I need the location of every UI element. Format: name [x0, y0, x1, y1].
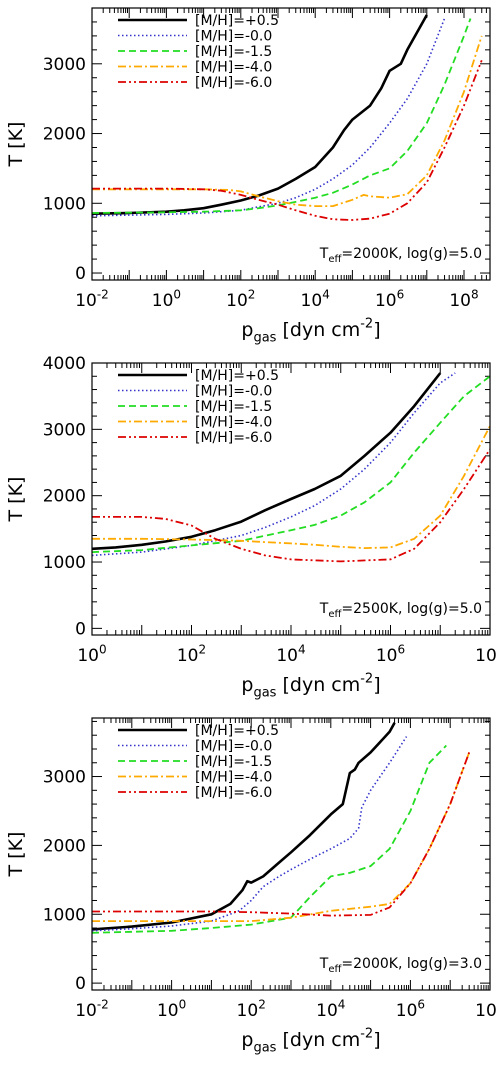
panel-1: 10-2​ 100​ 102​ 104​ 106​ 108​ 0 1000 2000 3000 [M…: [5, 7, 491, 346]
y-tick-label: 1000: [43, 905, 86, 925]
series-line-4: [92, 35, 483, 207]
legend-label: [M/H]=+0.5: [195, 368, 279, 384]
x-tick-label: 10: [475, 646, 497, 666]
y-axis-label: T [K]: [5, 122, 27, 168]
x-tick-label: 106​: [396, 997, 425, 1021]
y-tick-label: 2000: [43, 836, 86, 856]
x-axis-label: pgas​ [dyn cm-2​]: [241, 1026, 380, 1055]
y-tick-label: 0: [75, 974, 86, 994]
x-tick-label: 108​: [449, 287, 478, 311]
series-line-3: [92, 18, 472, 214]
x-axis-label: pgas​ [dyn cm-2​]: [241, 671, 380, 700]
plot-frame: [91, 362, 491, 636]
legend-label: [M/H]=-1.5: [195, 754, 272, 770]
legend-label: [M/H]=+0.5: [195, 723, 279, 739]
annotation: Teff​=2000K, log(g)=5.0: [319, 246, 482, 265]
x-axis-label: pgas​ [dyn cm-2​]: [241, 316, 380, 345]
legend-label: [M/H]=-6.0: [195, 75, 272, 91]
series-line-4: [92, 425, 490, 549]
y-ticks: 0 1000 2000 3000 4000: [43, 354, 490, 639]
legend-label: [M/H]=-0.0: [195, 29, 272, 45]
series-group: [92, 14, 483, 221]
legend-label: [M/H]=-4.0: [195, 60, 272, 76]
x-ticks: 100​ 102​ 104​ 106​ 10: [77, 363, 497, 666]
legend: [M/H]=+0.5[M/H]=-0.0[M/H]=-1.5[M/H]=-4.0…: [118, 368, 279, 446]
y-tick-label: 3000: [43, 420, 86, 440]
y-tick-label: 3000: [43, 55, 86, 75]
y-tick-label: 4000: [43, 354, 86, 374]
x-tick-label: 100​: [157, 997, 186, 1021]
y-ticks: 0 1000 2000 3000: [43, 7, 490, 284]
x-tick-label: 102​: [177, 642, 206, 666]
series-line-5: [92, 448, 490, 563]
series-line-1: [92, 722, 396, 931]
x-tick-label: 106​: [376, 642, 405, 666]
y-tick-label: 1000: [43, 553, 86, 573]
y-ticks: 0 1000 2000 3000: [43, 720, 490, 994]
plot-frame: [91, 717, 491, 991]
legend-label: [M/H]=-4.0: [195, 770, 272, 786]
x-tick-label: 100​: [77, 642, 106, 666]
y-axis-label: T [K]: [5, 477, 27, 523]
panel-2: 100​ 102​ 104​ 106​ 10 0 1000 2000 3000 4000 [M/H]…: [5, 354, 497, 701]
legend-label: [M/H]=-4.0: [195, 415, 272, 431]
x-tick-label: 104​: [301, 287, 330, 311]
series-line-2: [92, 18, 446, 217]
y-axis-label: T [K]: [5, 832, 27, 878]
legend-label: [M/H]=-1.5: [195, 399, 272, 415]
series-line-5: [92, 59, 483, 221]
series-line-2: [92, 372, 456, 557]
x-tick-label: 10-2​: [75, 997, 109, 1021]
x-tick-label: 10: [475, 1001, 497, 1021]
plot-frame: [91, 7, 491, 281]
series-line-3: [92, 375, 490, 553]
series-line-3: [92, 744, 447, 934]
legend-label: [M/H]=-0.0: [195, 384, 272, 400]
series-group: [92, 722, 471, 934]
legend-label: [M/H]=-6.0: [195, 430, 272, 446]
y-tick-label: 1000: [43, 194, 86, 214]
legend-label: [M/H]=-1.5: [195, 44, 272, 60]
x-tick-label: 104​: [316, 997, 345, 1021]
annotation: Teff​=2500K, log(g)=5.0: [319, 601, 482, 620]
x-tick-label: 102​: [237, 997, 266, 1021]
x-tick-label: 106​: [375, 287, 404, 311]
legend-label: [M/H]=-0.0: [195, 739, 272, 755]
series-line-1: [92, 372, 442, 551]
y-tick-label: 3000: [43, 768, 86, 788]
legend-label: [M/H]=+0.5: [195, 13, 279, 29]
series-line-5: [92, 752, 471, 917]
y-tick-label: 0: [75, 264, 86, 284]
legend-label: [M/H]=-6.0: [195, 785, 272, 801]
x-tick-label: 100​: [152, 287, 181, 311]
annotation: Teff​=2000K, log(g)=3.0: [319, 956, 482, 975]
y-tick-label: 2000: [43, 125, 86, 145]
panel-3: 10-2​ 100​ 102​ 104​ 106​ 10 0 1000 2000 3000 [M/H…: [5, 717, 497, 1056]
x-ticks: 10-2​ 100​ 102​ 104​ 106​ 10: [75, 718, 497, 1021]
legend: [M/H]=+0.5[M/H]=-0.0[M/H]=-1.5[M/H]=-4.0…: [118, 723, 279, 801]
series-line-1: [92, 14, 428, 215]
legend: [M/H]=+0.5[M/H]=-0.0[M/H]=-1.5[M/H]=-4.0…: [118, 13, 279, 91]
x-tick-label: 104​: [276, 642, 305, 666]
x-ticks: 10-2​ 100​ 102​ 104​ 106​ 108​: [75, 8, 491, 311]
y-tick-label: 0: [75, 619, 86, 639]
series-group: [92, 372, 490, 563]
series-line-4: [92, 752, 471, 922]
x-tick-label: 102​: [226, 287, 255, 311]
y-tick-label: 2000: [43, 487, 86, 507]
series-line-2: [92, 736, 408, 932]
x-tick-label: 10-2​: [75, 287, 109, 311]
